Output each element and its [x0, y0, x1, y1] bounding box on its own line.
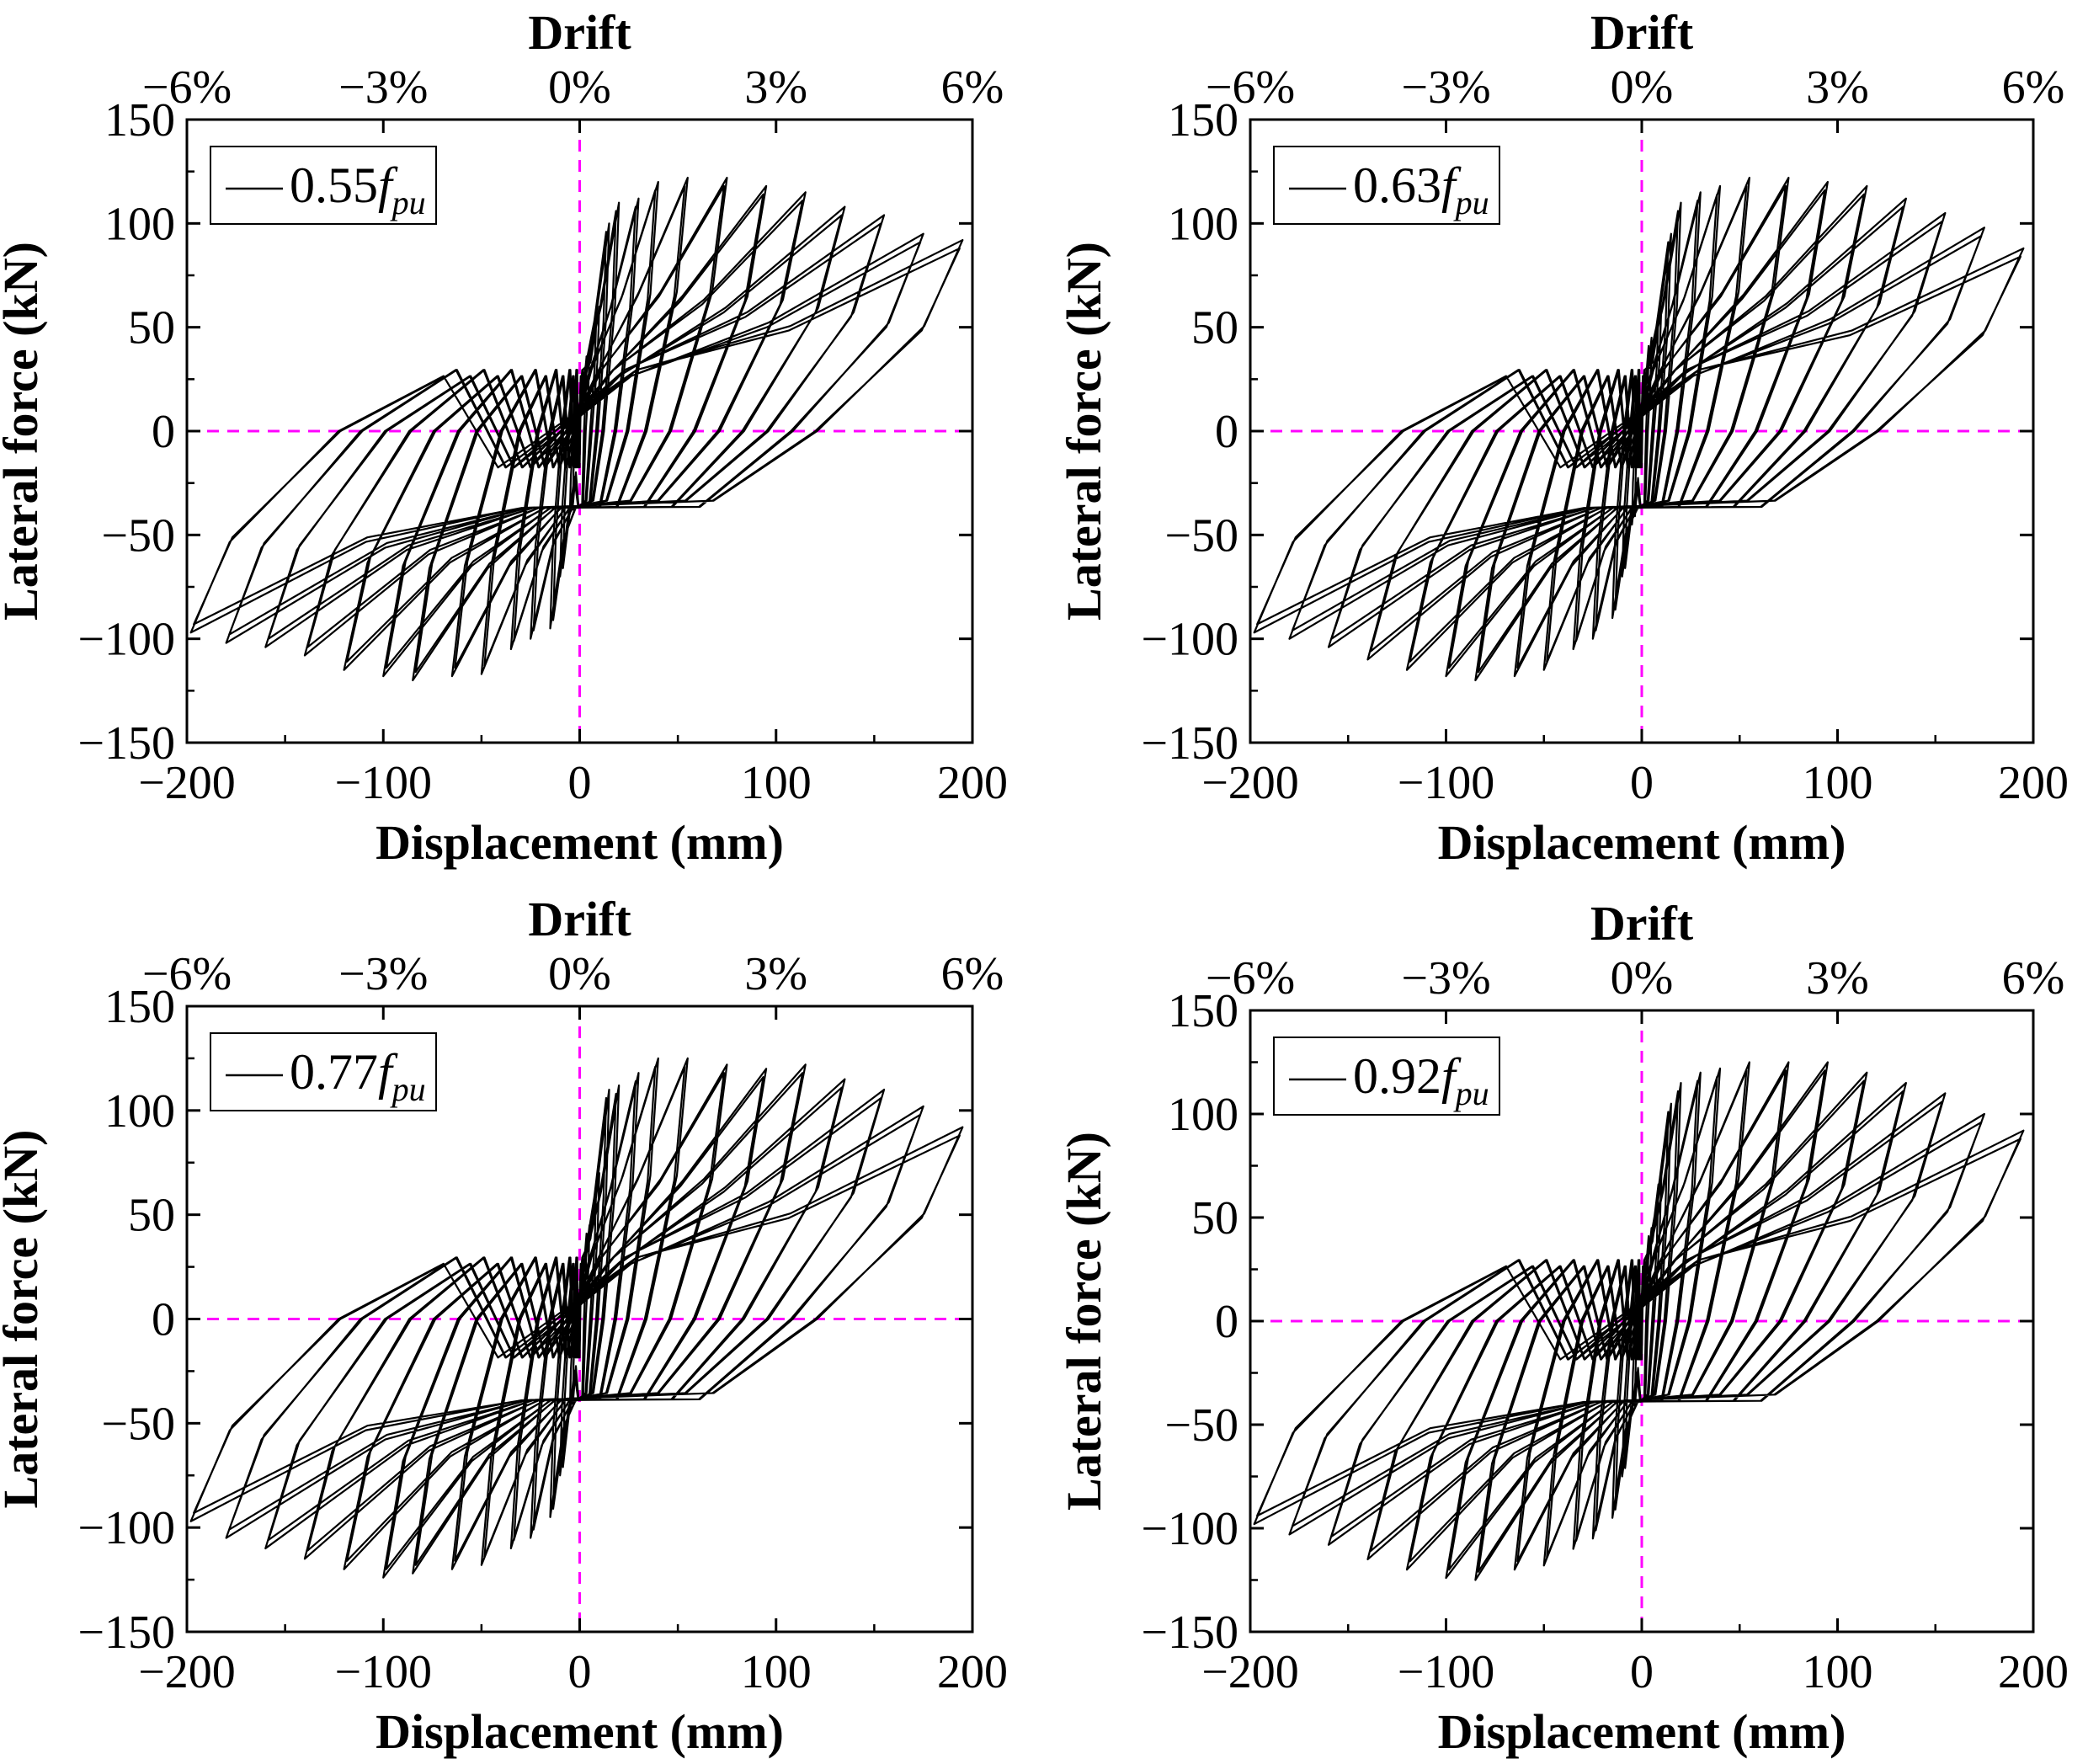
y-tick-label: −50 — [1164, 509, 1238, 562]
drift-tick-label: 3% — [744, 61, 807, 114]
y-axis-title: Lateral force (kN) — [0, 242, 48, 621]
y-tick-label: 100 — [104, 198, 175, 250]
drift-axis-title: Drift — [1590, 896, 1694, 951]
x-tick-label: −100 — [1398, 757, 1495, 809]
y-tick-label: 50 — [128, 302, 175, 354]
drift-tick-label: 0% — [1611, 61, 1674, 114]
drift-tick-label: 6% — [2002, 952, 2065, 1005]
drift-tick-label: 6% — [941, 948, 1004, 1000]
x-tick-label: 200 — [1998, 757, 2069, 809]
y-tick-label: 100 — [104, 1085, 175, 1138]
x-axis-title: Displacement (mm) — [1438, 815, 1846, 870]
y-tick-label: 0 — [1215, 1296, 1238, 1348]
y-tick-label: −50 — [101, 1398, 175, 1450]
y-axis-title: Lateral force (kN) — [1057, 242, 1111, 621]
x-axis-title: Displacement (mm) — [376, 1704, 784, 1759]
y-tick-label: 0 — [152, 406, 175, 458]
chart-panel-top-right: −150 −100 −50 0 50 100 150 −200 −100 0 100 200 −6% −3… — [1057, 5, 2069, 870]
y-tick-label: −100 — [1141, 1503, 1238, 1555]
y-tick-label: −50 — [101, 509, 175, 562]
y-tick-label: −50 — [1164, 1399, 1238, 1452]
legend-label: 0.63fpu — [1353, 157, 1489, 221]
x-axis-title: Displacement (mm) — [376, 815, 784, 870]
legend-label: 0.92fpu — [1353, 1048, 1489, 1112]
x-tick-label: 100 — [741, 757, 812, 809]
y-tick-label: 150 — [1168, 985, 1238, 1037]
drift-tick-label: −6% — [142, 61, 232, 114]
x-tick-label: −100 — [1398, 1646, 1495, 1698]
x-tick-label: 100 — [1803, 1646, 1873, 1698]
drift-tick-label: 3% — [1806, 952, 1869, 1005]
x-tick-label: 200 — [937, 757, 1008, 809]
y-tick-label: 50 — [128, 1190, 175, 1242]
x-axis-title: Displacement (mm) — [1438, 1704, 1846, 1759]
drift-tick-label: 0% — [548, 61, 611, 114]
x-tick-label: −100 — [334, 757, 432, 809]
hysteresis-curve — [189, 176, 964, 682]
x-tick-label: −200 — [138, 757, 236, 809]
x-tick-label: −100 — [334, 1646, 432, 1698]
y-tick-label: −150 — [1141, 1607, 1238, 1659]
drift-tick-label: 6% — [941, 61, 1004, 114]
hysteresis-curve — [1253, 176, 2025, 682]
drift-tick-label: 0% — [548, 948, 611, 1000]
x-tick-label: 0 — [568, 1646, 592, 1698]
x-tick-label: 0 — [1630, 757, 1654, 809]
legend-box — [1273, 146, 1500, 225]
y-tick-label: 0 — [152, 1294, 175, 1346]
y-axis-title: Lateral force (kN) — [0, 1130, 48, 1509]
x-tick-label: −200 — [138, 1646, 236, 1698]
legend-box — [210, 1032, 437, 1111]
drift-tick-label: 3% — [1806, 61, 1869, 114]
drift-axis-title: Drift — [528, 5, 631, 60]
y-tick-label: −150 — [1141, 717, 1238, 770]
drift-axis-title: Drift — [1590, 5, 1694, 60]
legend-label: 0.55fpu — [290, 157, 426, 221]
legend-label: 0.77fpu — [290, 1044, 426, 1108]
x-tick-label: −200 — [1201, 1646, 1299, 1698]
drift-axis-title: Drift — [528, 892, 631, 946]
y-tick-label: −100 — [77, 614, 175, 666]
y-tick-label: 50 — [1191, 302, 1238, 354]
drift-tick-label: 0% — [1611, 952, 1674, 1005]
drift-tick-label: −3% — [338, 61, 428, 114]
x-tick-label: 0 — [568, 757, 592, 809]
x-tick-label: 100 — [741, 1646, 812, 1698]
legend-box — [210, 146, 437, 225]
drift-tick-label: −6% — [1206, 952, 1295, 1005]
drift-tick-label: 6% — [2002, 61, 2065, 114]
y-tick-label: 0 — [1215, 406, 1238, 458]
drift-tick-label: −3% — [1401, 61, 1490, 114]
y-tick-label: 50 — [1191, 1192, 1238, 1244]
legend-box — [1273, 1037, 1500, 1116]
x-tick-label: 100 — [1803, 757, 1873, 809]
y-tick-label: 100 — [1168, 1089, 1238, 1141]
y-tick-label: −100 — [1141, 614, 1238, 666]
chart-panel-top-left: −150 −100 −50 0 50 100 150 −200 −100 0 100 200 −6% −3… — [0, 5, 1008, 870]
hysteresis-curve — [1253, 1061, 2025, 1581]
drift-tick-label: −6% — [142, 948, 232, 1000]
drift-tick-label: −6% — [1206, 61, 1295, 114]
y-axis-title: Lateral force (kN) — [1057, 1132, 1111, 1511]
y-tick-label: 150 — [104, 94, 175, 147]
chart-panel-bottom-right: −150 −100 −50 0 50 100 150 −200 −100 0 100 200 −6% −3… — [1057, 896, 2069, 1759]
y-tick-label: 100 — [1168, 198, 1238, 250]
hysteresis-curve — [189, 1057, 964, 1579]
drift-tick-label: −3% — [1401, 952, 1490, 1005]
x-tick-label: 200 — [937, 1646, 1008, 1698]
y-tick-label: −100 — [77, 1502, 175, 1554]
drift-tick-label: −3% — [338, 948, 428, 1000]
chart-panel-bottom-left: −150 −100 −50 0 50 100 150 −200 −100 0 100 200 −6% −3… — [0, 892, 1008, 1759]
y-tick-label: 150 — [1168, 94, 1238, 147]
x-tick-label: 200 — [1998, 1646, 2069, 1698]
x-tick-label: −200 — [1201, 757, 1299, 809]
drift-tick-label: 3% — [744, 948, 807, 1000]
x-tick-label: 0 — [1630, 1646, 1654, 1698]
y-tick-label: −150 — [77, 717, 175, 770]
y-tick-label: −150 — [77, 1607, 175, 1659]
y-tick-label: 150 — [104, 981, 175, 1033]
